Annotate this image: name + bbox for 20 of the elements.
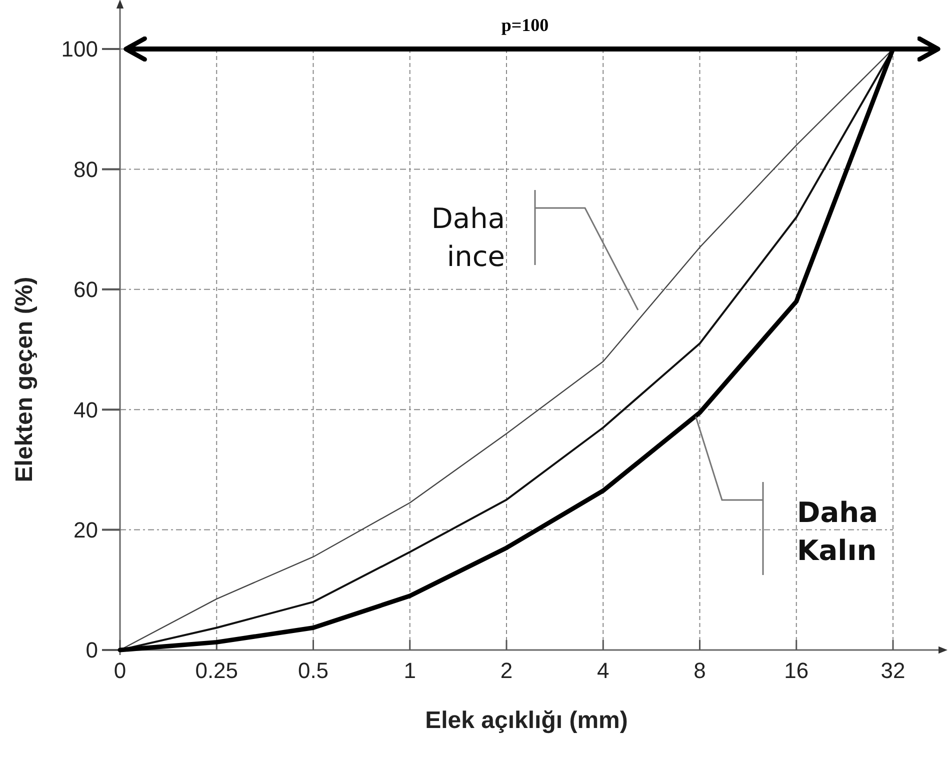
x-tick-label: 2	[500, 658, 513, 683]
annotation: Daha ince	[431, 202, 505, 273]
y-tick-label: 20	[74, 518, 98, 542]
x-axis-title: Elek açıklığı (mm)	[425, 707, 628, 734]
x-tick-label: 0.25	[195, 658, 238, 683]
x-tick-label: 0	[114, 658, 126, 683]
y-tick-label: 60	[74, 277, 98, 302]
x-tick-label: 4	[597, 658, 610, 683]
y-tick-label: 100	[61, 36, 98, 62]
x-tick-label: 32	[880, 658, 906, 683]
y-tick-label: 40	[74, 397, 98, 422]
y-axis-title: Elekten geçen (%)	[11, 276, 38, 482]
x-tick-label: 1	[404, 658, 416, 683]
ref-line-label: p=100	[501, 15, 549, 35]
x-tick-label: 8	[694, 658, 706, 683]
x-tick-label: 16	[784, 658, 809, 683]
y-tick-label: 80	[74, 156, 98, 182]
y-tick-label: 0	[86, 638, 98, 663]
annotation: Daha Kalın	[797, 496, 878, 567]
x-tick-label: 0.5	[298, 658, 329, 683]
